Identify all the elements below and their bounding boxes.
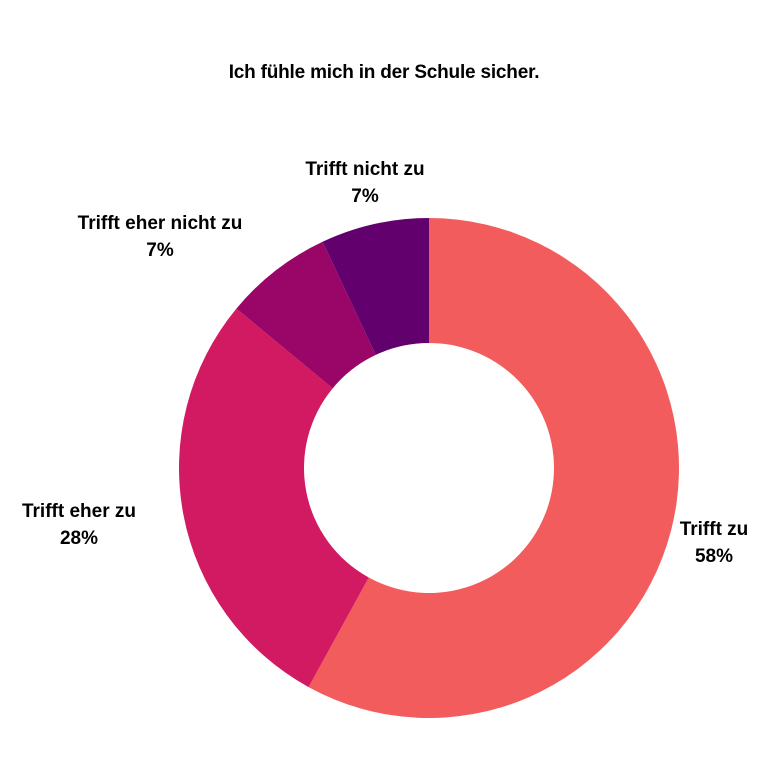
slice-label-trifft-zu-category: Trifft zu xyxy=(679,519,749,540)
slice-label-trifft-eher-zu: Trifft eher zu 28% xyxy=(8,498,150,552)
donut-slice-trifft-eher-zu xyxy=(179,308,369,688)
slice-label-trifft-zu-value: 58% xyxy=(694,546,734,567)
chart-title: Ich fühle mich in der Schule sicher. xyxy=(228,62,540,83)
donut-slice-trifft-eher-nicht-zu xyxy=(236,241,376,389)
donut-slice-trifft-zu xyxy=(308,218,679,718)
slice-label-trifft-nicht-zu-category: Trifft nicht zu xyxy=(305,159,425,180)
slice-label-trifft-eher-zu-category: Trifft eher zu xyxy=(21,501,136,522)
slice-label-trifft-nicht-zu-value: 7% xyxy=(351,186,379,207)
slice-label-trifft-eher-nicht-zu-category: Trifft eher nicht zu xyxy=(77,213,243,234)
slice-label-trifft-eher-zu-value: 28% xyxy=(59,528,99,549)
slice-label-trifft-nicht-zu: Trifft nicht zu 7% xyxy=(290,156,440,210)
slice-label-trifft-zu: Trifft zu 58% xyxy=(664,516,764,570)
slice-label-trifft-eher-nicht-zu: Trifft eher nicht zu 7% xyxy=(60,210,260,264)
slice-label-trifft-eher-nicht-zu-value: 7% xyxy=(146,240,174,261)
donut-slice-trifft-nicht-zu xyxy=(322,218,429,355)
